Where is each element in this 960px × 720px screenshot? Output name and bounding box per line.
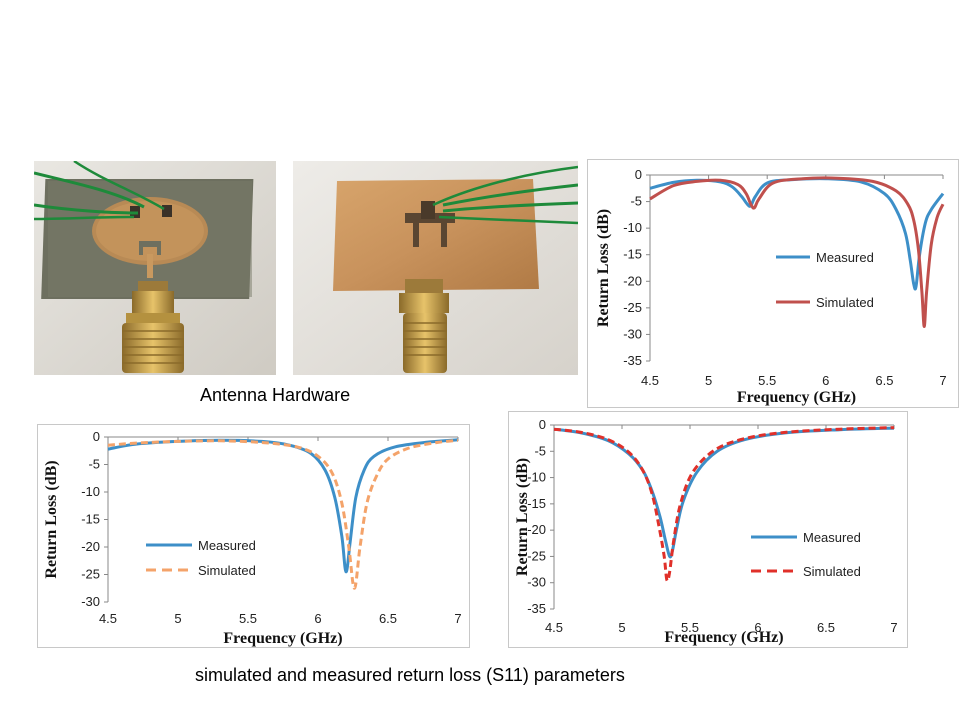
- y-tick-label: -5: [630, 194, 642, 209]
- y-tick-label: -5: [88, 457, 100, 472]
- chart-top-right: 0 -5 -10 -15 -20 -25 -30 -35 4.5 5 5.5 6 6.5 7 Frequen…: [587, 159, 959, 408]
- x-tick-label: 6.5: [817, 620, 835, 635]
- y-tick-label: 0: [635, 167, 642, 182]
- x-tick-label: 6: [314, 611, 321, 626]
- y-tick-label: -20: [527, 522, 546, 537]
- legend-label-simulated: Simulated: [198, 563, 256, 578]
- chart-top-right-svg: 0 -5 -10 -15 -20 -25 -30 -35 4.5 5 5.5 6 6.5 7 Frequen…: [595, 167, 947, 406]
- x-tick-label: 5.5: [239, 611, 257, 626]
- x-tick-label: 5.5: [758, 373, 776, 388]
- x-tick-label: 5: [618, 620, 625, 635]
- y-axis-title: Return Loss (dB): [595, 209, 612, 327]
- x-tick-label: 5: [174, 611, 181, 626]
- legend-label-measured: Measured: [816, 250, 874, 265]
- bottom-caption: simulated and measured return loss (S11)…: [195, 665, 625, 685]
- x-tick-label: 7: [454, 611, 461, 626]
- y-tick-label: -25: [623, 300, 642, 315]
- y-tick-label: -30: [527, 575, 546, 590]
- y-tick-label: -10: [623, 220, 642, 235]
- y-tick-label: -30: [81, 594, 100, 609]
- x-tick-label: 6: [822, 373, 829, 388]
- chart-bottom-left-svg: 0 -5 -10 -15 -20 -25 -30 4.5 5 5.5 6 6.5 7 Frequency …: [43, 429, 462, 647]
- y-tick-label: -15: [81, 512, 100, 527]
- y-tick-label: 0: [93, 429, 100, 444]
- y-tick-label: -5: [534, 443, 546, 458]
- legend-label-measured: Measured: [803, 530, 861, 545]
- y-tick-label: -15: [623, 247, 642, 262]
- x-axis-title: Frequency (GHz): [737, 389, 856, 406]
- y-tick-label: -20: [623, 273, 642, 288]
- y-tick-label: -25: [81, 567, 100, 582]
- x-axis-title: Frequency (GHz): [664, 629, 783, 646]
- x-tick-label: 6.5: [875, 373, 893, 388]
- x-tick-label: 4.5: [641, 373, 659, 388]
- y-tick-label: -15: [527, 496, 546, 511]
- antenna-photo-back: [293, 161, 578, 375]
- y-tick-label: -10: [81, 484, 100, 499]
- legend-label-measured: Measured: [198, 538, 256, 553]
- legend-label-simulated: Simulated: [816, 295, 874, 310]
- series-line-simulated: [649, 176, 945, 328]
- series-line-simulated: [107, 438, 459, 590]
- y-tick-label: -25: [527, 548, 546, 563]
- y-tick-label: -30: [623, 326, 642, 341]
- y-tick-label: 0: [539, 417, 546, 432]
- series-line-simulated: [553, 426, 895, 583]
- y-axis-title: Return Loss (dB): [514, 458, 531, 576]
- x-tick-label: 6: [754, 620, 761, 635]
- x-tick-label: 7: [890, 620, 897, 635]
- y-tick-label: -35: [623, 353, 642, 368]
- legend-label-simulated: Simulated: [803, 564, 861, 579]
- hardware-caption: Antenna Hardware: [200, 385, 351, 405]
- y-tick-label: -20: [81, 539, 100, 554]
- chart-bottom-right: 0 -5 -10 -15 -20 -25 -30 -35 4.5 5 5.5 6 6.5 7 Frequen…: [508, 411, 908, 648]
- y-axis-title: Return Loss (dB): [43, 460, 60, 578]
- x-tick-label: 4.5: [545, 620, 563, 635]
- chart-bottom-right-svg: 0 -5 -10 -15 -20 -25 -30 -35 4.5 5 5.5 6 6.5 7 Frequen…: [514, 417, 898, 646]
- antenna-photo-front: [34, 161, 276, 375]
- series-line-measured: [107, 438, 459, 574]
- x-axis-title: Frequency (GHz): [223, 630, 342, 647]
- x-tick-label: 5.5: [681, 620, 699, 635]
- y-tick-label: -10: [527, 470, 546, 485]
- y-tick-label: -35: [527, 601, 546, 616]
- chart-bottom-left: 0 -5 -10 -15 -20 -25 -30 4.5 5 5.5 6 6.5 7 Frequency …: [37, 424, 470, 648]
- x-tick-label: 7: [939, 373, 946, 388]
- x-tick-label: 6.5: [379, 611, 397, 626]
- x-tick-label: 4.5: [99, 611, 117, 626]
- x-tick-label: 5: [705, 373, 712, 388]
